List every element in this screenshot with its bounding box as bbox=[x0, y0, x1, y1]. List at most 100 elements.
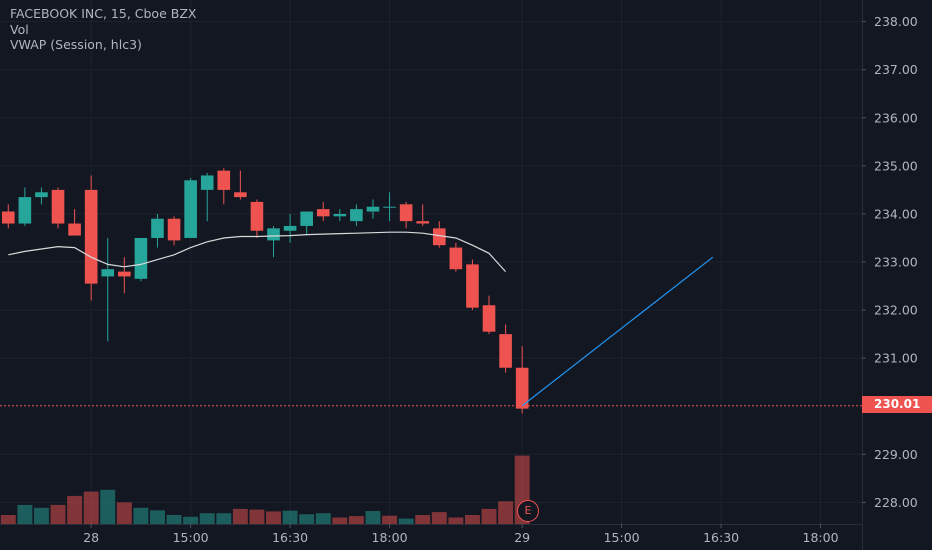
time-axis[interactable]: 28 15:00 16:30 18:00 29 15:00 16:30 18:00 bbox=[0, 524, 862, 545]
candle bbox=[499, 324, 512, 373]
candle-body bbox=[184, 180, 197, 238]
volume-bar bbox=[415, 515, 431, 524]
time-tick-label: 29 bbox=[514, 530, 530, 545]
volume-bar bbox=[216, 513, 232, 524]
volume-bar bbox=[116, 502, 132, 524]
candle bbox=[449, 242, 463, 272]
candle bbox=[283, 213, 297, 243]
volume-bar bbox=[166, 515, 182, 524]
time-tick-label: 15:00 bbox=[173, 530, 209, 545]
candle bbox=[184, 177, 197, 238]
candle-body bbox=[1, 211, 15, 224]
grid-lines bbox=[0, 0, 862, 524]
candle bbox=[134, 237, 148, 282]
candle-body bbox=[151, 218, 164, 238]
trend-line[interactable] bbox=[521, 256, 714, 407]
earnings-badge[interactable]: E bbox=[517, 500, 539, 522]
time-tick-label: 28 bbox=[83, 530, 99, 545]
candles bbox=[1, 168, 529, 414]
candle-body bbox=[515, 367, 529, 409]
volume-bar bbox=[17, 504, 33, 524]
candle-body bbox=[250, 201, 264, 231]
volume-bar bbox=[431, 512, 447, 524]
candle-body bbox=[416, 221, 430, 224]
price-tick-label: 233.00 bbox=[874, 255, 918, 270]
candle-body bbox=[118, 271, 131, 277]
candle-body bbox=[217, 170, 231, 190]
volume-bars bbox=[0, 455, 530, 524]
candle-body bbox=[234, 192, 247, 198]
candle-body bbox=[432, 228, 446, 246]
candle bbox=[316, 201, 330, 222]
candle-body bbox=[267, 228, 280, 241]
candle bbox=[399, 201, 413, 229]
candle-body bbox=[482, 305, 496, 332]
candle bbox=[217, 168, 231, 205]
candle bbox=[35, 187, 48, 205]
candle-body bbox=[350, 209, 363, 222]
volume-bar bbox=[266, 511, 281, 524]
candle-body bbox=[300, 211, 313, 226]
volume-bar bbox=[0, 515, 16, 524]
price-tick-label: 228.00 bbox=[874, 495, 918, 510]
candle bbox=[167, 216, 181, 246]
price-tick-label: 236.00 bbox=[874, 110, 918, 125]
candle-body bbox=[84, 189, 98, 284]
volume-bar bbox=[332, 517, 348, 524]
candle bbox=[366, 199, 380, 219]
volume-bar bbox=[498, 501, 514, 524]
volume-bar bbox=[282, 510, 298, 524]
volume-legend[interactable]: Vol bbox=[10, 21, 29, 37]
volume-bar bbox=[315, 513, 331, 524]
candle bbox=[51, 187, 65, 229]
vwap-legend[interactable]: VWAP (Session, hlc3) bbox=[10, 37, 142, 52]
price-axis[interactable]: 238.00 237.00 236.00 235.00 234.00 233.00 232.… bbox=[862, 0, 918, 550]
volume-bar bbox=[398, 518, 414, 524]
volume-bar bbox=[464, 515, 480, 524]
price-tick-label: 237.00 bbox=[874, 62, 918, 77]
candle-body bbox=[101, 269, 115, 277]
time-tick-label: 18:00 bbox=[372, 530, 408, 545]
volume-bar bbox=[83, 491, 99, 524]
price-tick-label: 231.00 bbox=[874, 351, 918, 366]
time-tick-label: 16:30 bbox=[272, 530, 308, 545]
candle-body bbox=[167, 218, 181, 241]
price-tick-label: 229.00 bbox=[874, 447, 918, 462]
candle-body bbox=[366, 206, 380, 212]
candle bbox=[151, 213, 164, 248]
symbol-title[interactable]: FACEBOOK INC, 15, Cboe BZX bbox=[10, 6, 197, 21]
candle bbox=[1, 204, 15, 229]
candle bbox=[68, 209, 81, 236]
candle-body bbox=[316, 209, 330, 217]
volume-bar bbox=[365, 511, 381, 524]
chart-legend: FACEBOOK INC, 15, Cboe BZX Vol VWAP (Ses… bbox=[10, 6, 196, 53]
candle bbox=[350, 204, 363, 226]
candle-body bbox=[466, 264, 479, 308]
volume-bar bbox=[50, 504, 66, 524]
candle bbox=[118, 257, 131, 294]
candle bbox=[101, 237, 115, 342]
time-tick-label: 18:00 bbox=[803, 530, 839, 545]
candle bbox=[267, 225, 280, 258]
price-tick-label: 238.00 bbox=[874, 14, 918, 29]
candle-body bbox=[449, 247, 463, 270]
candle-body bbox=[383, 206, 396, 208]
time-tick-label: 15:00 bbox=[604, 530, 640, 545]
volume-bar bbox=[448, 517, 464, 524]
volume-bar bbox=[481, 508, 497, 524]
candle bbox=[18, 187, 32, 226]
volume-bar bbox=[299, 514, 315, 524]
candle bbox=[200, 173, 214, 222]
price-tick-label: 234.00 bbox=[874, 206, 918, 221]
volume-bar bbox=[348, 516, 364, 524]
candle-body bbox=[51, 189, 65, 224]
volume-bar bbox=[249, 509, 265, 524]
candle bbox=[250, 199, 264, 238]
vwap-line bbox=[8, 231, 507, 273]
candle-body bbox=[333, 213, 347, 217]
current-price-label: 230.01 bbox=[862, 396, 932, 413]
candle-body bbox=[18, 197, 32, 224]
candle-body bbox=[35, 192, 48, 198]
time-tick-label: 16:30 bbox=[703, 530, 739, 545]
